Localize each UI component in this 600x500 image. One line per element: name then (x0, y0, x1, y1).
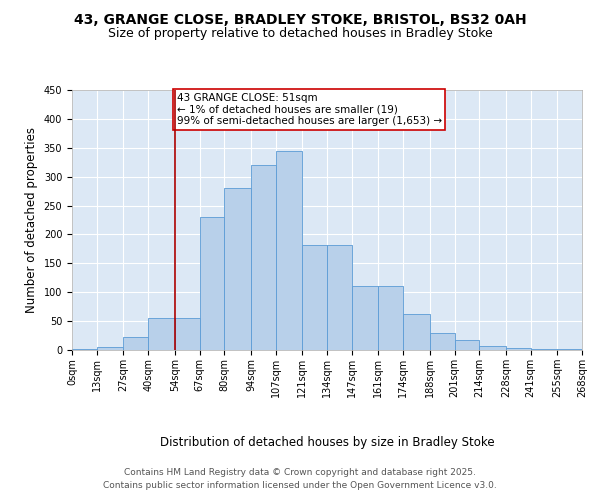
Bar (530, 349, 557, 350)
Bar (430, 332, 455, 350)
Bar (302, 245, 327, 350)
Bar (327, 245, 352, 350)
Bar (251, 165, 275, 350)
Bar (148, 318, 175, 350)
Y-axis label: Number of detached properties: Number of detached properties (25, 127, 38, 313)
Bar (403, 314, 430, 350)
Text: Contains public sector information licensed under the Open Government Licence v3: Contains public sector information licen… (103, 480, 497, 490)
Bar (379, 286, 403, 350)
Bar (479, 346, 506, 350)
Bar (124, 338, 148, 350)
Bar (175, 318, 199, 350)
Bar (199, 217, 224, 350)
Text: Size of property relative to detached houses in Bradley Stoke: Size of property relative to detached ho… (107, 28, 493, 40)
Text: Contains HM Land Registry data © Crown copyright and database right 2025.: Contains HM Land Registry data © Crown c… (124, 468, 476, 477)
Bar (275, 150, 302, 350)
Bar (455, 340, 479, 350)
Text: Distribution of detached houses by size in Bradley Stoke: Distribution of detached houses by size … (160, 436, 494, 449)
Bar (224, 188, 251, 350)
Text: 43 GRANGE CLOSE: 51sqm
← 1% of detached houses are smaller (19)
99% of semi-deta: 43 GRANGE CLOSE: 51sqm ← 1% of detached … (176, 93, 442, 126)
Bar (97, 346, 124, 350)
Bar (72, 349, 97, 350)
Bar (506, 348, 530, 350)
Text: 43, GRANGE CLOSE, BRADLEY STOKE, BRISTOL, BS32 0AH: 43, GRANGE CLOSE, BRADLEY STOKE, BRISTOL… (74, 12, 526, 26)
Bar (352, 286, 379, 350)
